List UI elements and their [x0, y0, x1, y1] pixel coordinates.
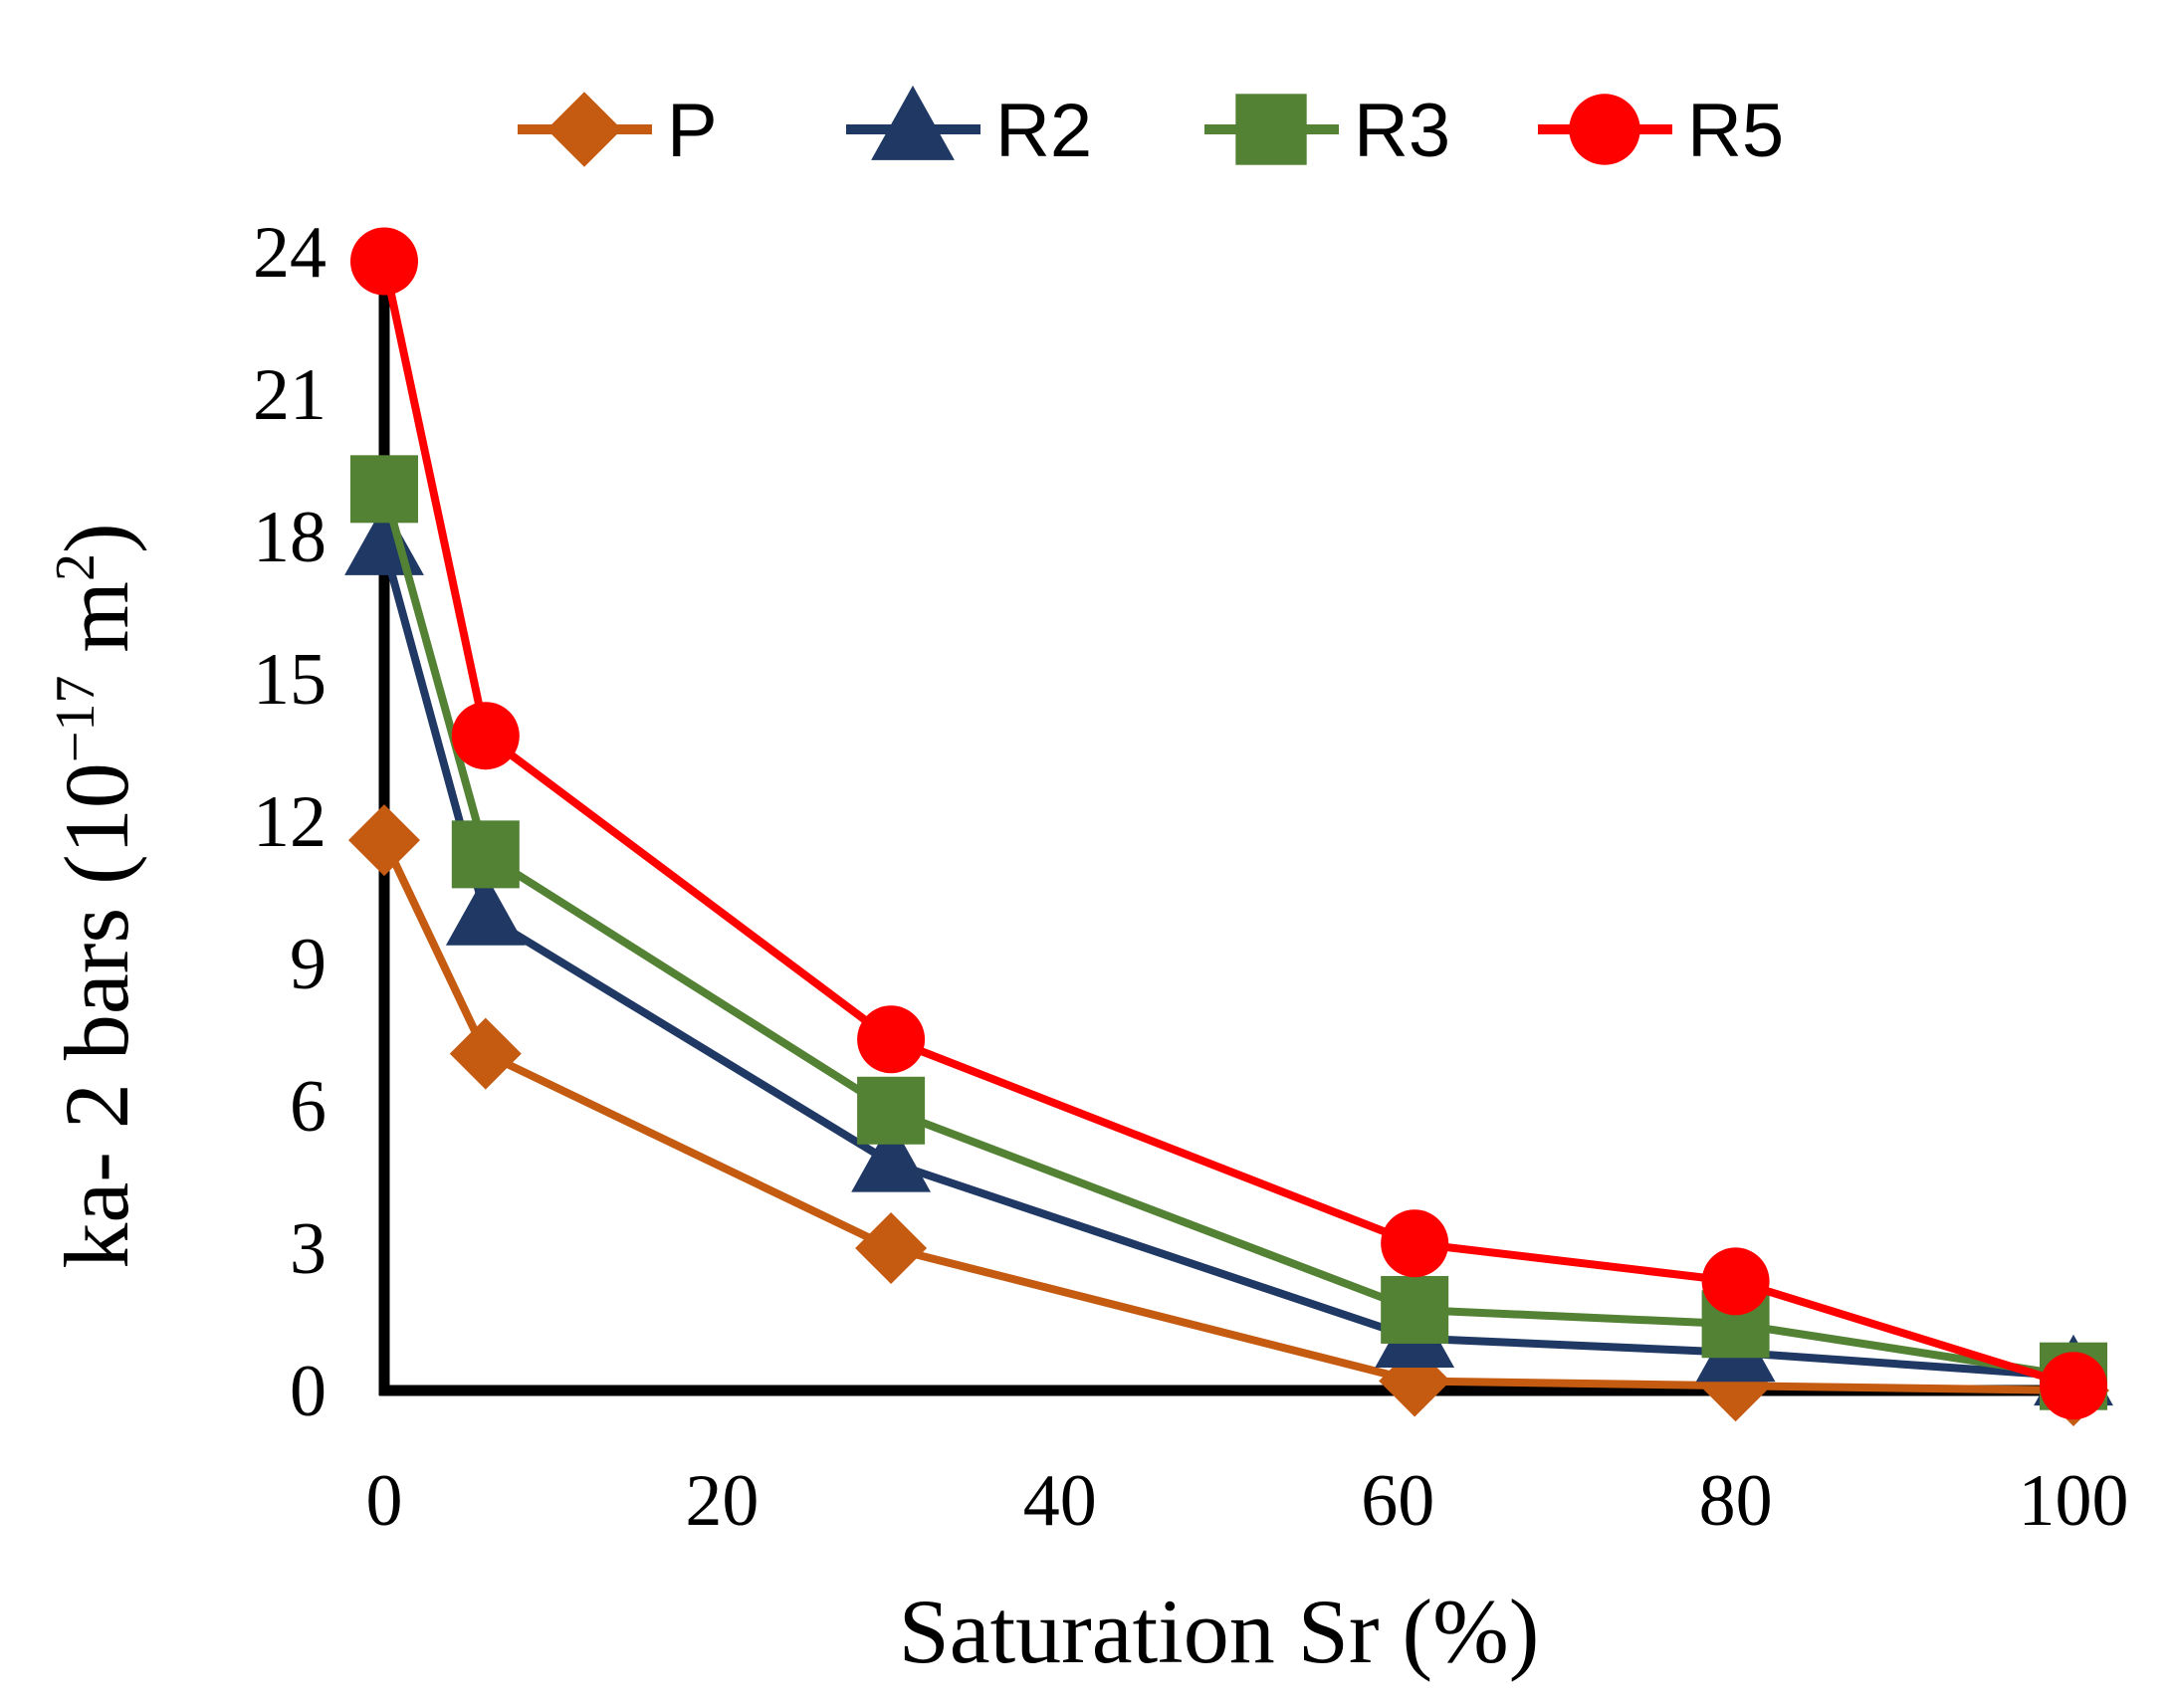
- y-tick-labels: 0 3 6 9 12 15 18 21 24: [253, 212, 326, 1432]
- legend-item-p: P: [518, 89, 718, 173]
- legend-item-r5: R5: [1538, 89, 1784, 173]
- axes: [378, 247, 2073, 1396]
- x-tick-label: 40: [1023, 1460, 1097, 1542]
- data-point-triangle: [871, 85, 955, 160]
- data-point-circle: [451, 702, 520, 770]
- series-line: [380, 544, 2074, 1381]
- data-point-triangle: [851, 1121, 931, 1192]
- x-tick-label: 100: [2019, 1460, 2129, 1542]
- series-group: [344, 227, 2113, 1426]
- data-point-square: [1381, 1275, 1449, 1344]
- data-point-circle: [350, 227, 418, 296]
- y-tick-label: 9: [290, 924, 326, 1005]
- data-point-square: [1235, 94, 1307, 165]
- y-tick-label: 15: [253, 639, 326, 721]
- series-line: [380, 260, 2075, 1390]
- y-tick-label: 18: [253, 497, 326, 578]
- y-axis-title: ka- 2 bars (10−17 m2): [45, 523, 147, 1268]
- series-line: [380, 838, 2074, 1394]
- y-axis-title-unit: m: [46, 581, 147, 676]
- series-r3: [350, 455, 2107, 1410]
- y-tick-label: 3: [290, 1208, 326, 1290]
- data-point-square: [857, 1076, 926, 1145]
- x-tick-label: 60: [1361, 1460, 1434, 1542]
- y-tick-label: 24: [253, 212, 326, 294]
- data-point-circle: [2040, 1352, 2107, 1420]
- data-point-circle: [1569, 94, 1640, 165]
- data-point-square: [451, 820, 520, 889]
- x-tick-label: 0: [366, 1460, 403, 1542]
- y-tick-label: 12: [253, 781, 326, 863]
- legend-label: R3: [1354, 89, 1450, 173]
- y-axis-title-exponent: −17: [45, 676, 107, 763]
- series-p: [348, 804, 2109, 1426]
- data-point-square: [350, 455, 418, 524]
- x-tick-label: 80: [1699, 1460, 1773, 1542]
- data-point-diamond: [546, 92, 622, 167]
- series-r2: [344, 504, 2113, 1406]
- data-point-diamond: [449, 1017, 522, 1090]
- legend-item-r2: R2: [846, 85, 1092, 173]
- legend-label: P: [667, 89, 718, 173]
- y-tick-label: 6: [290, 1066, 326, 1148]
- y-tick-label: 0: [290, 1351, 326, 1432]
- series-line: [380, 488, 2074, 1381]
- legend-item-r3: R3: [1204, 89, 1450, 173]
- data-point-circle: [1381, 1209, 1449, 1278]
- x-axis-title: Saturation Sr (%): [899, 1581, 1540, 1682]
- legend-label: R2: [995, 89, 1092, 173]
- y-axis-title-close: ): [46, 523, 147, 553]
- x-tick-label: 20: [685, 1460, 759, 1542]
- series-r5: [350, 227, 2107, 1420]
- legend-label: R5: [1687, 89, 1784, 173]
- y-tick-label: 21: [253, 354, 326, 436]
- x-tick-labels: 0 20 40 60 80 100: [366, 1460, 2129, 1542]
- data-point-diamond: [348, 804, 420, 877]
- legend: P R2 R3 R5: [518, 85, 1784, 173]
- data-point-circle: [857, 1005, 926, 1074]
- y-axis-title-main: ka- 2 bars (10: [46, 762, 147, 1268]
- data-point-diamond: [855, 1212, 928, 1284]
- y-axis-title-unit-exponent: 2: [45, 553, 107, 581]
- data-point-circle: [1701, 1247, 1770, 1316]
- data-point-triangle: [445, 874, 526, 946]
